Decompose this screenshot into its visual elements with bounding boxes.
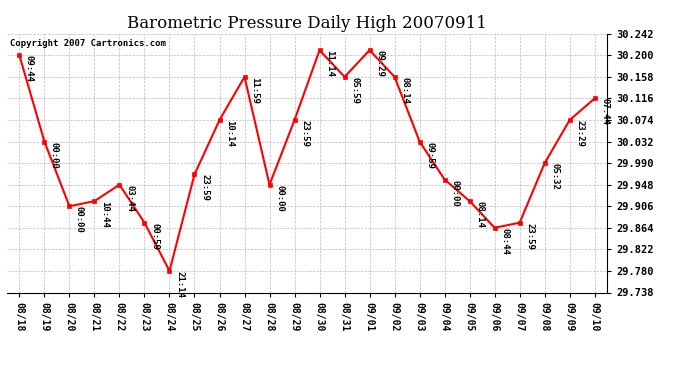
Text: 05:32: 05:32 xyxy=(550,163,559,190)
Text: 08:44: 08:44 xyxy=(500,228,509,255)
Text: 00:00: 00:00 xyxy=(50,142,59,168)
Title: Barometric Pressure Daily High 20070911: Barometric Pressure Daily High 20070911 xyxy=(127,15,487,32)
Text: 03:44: 03:44 xyxy=(125,185,134,211)
Text: 00:00: 00:00 xyxy=(75,206,84,233)
Text: 11:59: 11:59 xyxy=(250,77,259,104)
Text: 09:29: 09:29 xyxy=(375,50,384,77)
Text: 08:14: 08:14 xyxy=(400,77,409,104)
Text: 10:44: 10:44 xyxy=(100,201,109,228)
Text: Copyright 2007 Cartronics.com: Copyright 2007 Cartronics.com xyxy=(10,39,166,48)
Text: 08:14: 08:14 xyxy=(475,201,484,228)
Text: 00:59: 00:59 xyxy=(150,223,159,249)
Text: 07:44: 07:44 xyxy=(600,99,609,125)
Text: 09:59: 09:59 xyxy=(425,142,434,168)
Text: 23:59: 23:59 xyxy=(300,120,309,147)
Text: 23:59: 23:59 xyxy=(200,174,209,201)
Text: 21:14: 21:14 xyxy=(175,271,184,298)
Text: 00:00: 00:00 xyxy=(275,185,284,211)
Text: 05:59: 05:59 xyxy=(350,77,359,104)
Text: 09:44: 09:44 xyxy=(25,56,34,82)
Text: 10:14: 10:14 xyxy=(225,120,234,147)
Text: 23:59: 23:59 xyxy=(525,223,534,249)
Text: 23:29: 23:29 xyxy=(575,120,584,147)
Text: 11:14: 11:14 xyxy=(325,50,334,77)
Text: 00:00: 00:00 xyxy=(450,180,459,206)
